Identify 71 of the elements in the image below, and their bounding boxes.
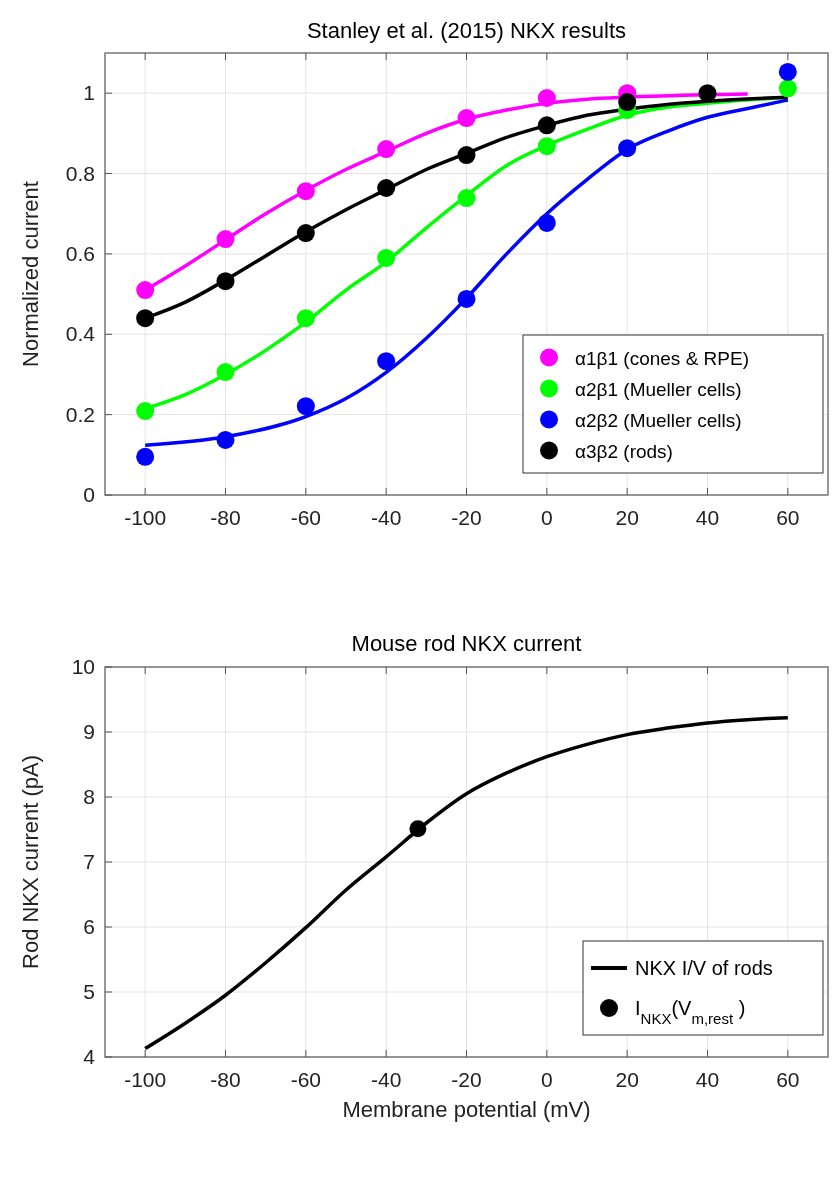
point: [537, 89, 556, 107]
x-tick-label: 20: [615, 506, 639, 529]
point: [537, 137, 556, 156]
legend-label: I$_{NKX}$(V$_{m,rest}$ ): [635, 997, 746, 1027]
point: [216, 230, 235, 249]
point: [457, 189, 476, 208]
y-tick-label: 8: [83, 785, 95, 808]
point: [296, 182, 315, 201]
point: [377, 352, 396, 371]
point: [216, 430, 235, 449]
y-tick-label: 6: [83, 915, 95, 938]
y-tick-label: 0.6: [65, 241, 95, 265]
point: [457, 109, 476, 128]
point: [618, 139, 637, 158]
legend-label: α2β2 (Mueller cells): [575, 409, 742, 431]
x-tick-label: -80: [210, 1068, 241, 1091]
point: [296, 309, 315, 328]
point: [296, 224, 315, 243]
y-tick-label: 10: [71, 655, 95, 678]
point: [618, 93, 637, 112]
x-tick-label: -60: [290, 1068, 322, 1091]
y-tick-label: 0: [83, 483, 95, 506]
legend-label: NKX I/V of rods: [635, 957, 773, 979]
y-tick-label: 0.8: [65, 161, 95, 185]
y-axis-title: Rod NKX current (pA): [18, 755, 43, 969]
point: [216, 363, 235, 382]
point: [136, 447, 155, 466]
y-axis-title: Normalized current: [18, 181, 43, 367]
point: [457, 289, 476, 308]
x-tick-label: 0: [540, 506, 553, 529]
legend-label: α1β1 (cones & RPE): [575, 347, 749, 369]
legend-label: α3β2 (rods): [575, 440, 673, 462]
x-tick-label: -80: [210, 506, 241, 529]
line-series: [143, 715, 790, 1051]
x-tick-label: 40: [695, 1068, 720, 1091]
point: [216, 272, 235, 291]
y-tick-label: 1: [83, 81, 95, 105]
x-tick-label: -20: [451, 1068, 482, 1091]
point: [377, 140, 396, 159]
point: [457, 146, 476, 165]
y-tick-label: 0.2: [65, 402, 95, 426]
y-tick-label: 7: [83, 850, 95, 873]
x-tick-label: -100: [124, 506, 167, 529]
x-tick-label: -60: [290, 506, 322, 529]
point: [537, 213, 556, 232]
point: [296, 397, 315, 416]
point: [778, 79, 797, 98]
point: [778, 62, 797, 81]
y-tick-label: 4: [83, 1045, 96, 1068]
x-tick-label: 20: [615, 1068, 639, 1091]
legend-label: α2β1 (Mueller cells): [575, 378, 742, 400]
x-tick-label: -100: [124, 1068, 167, 1091]
y-tick-label: 5: [83, 980, 95, 1003]
x-tick-label: 60: [776, 1068, 800, 1091]
point: [537, 116, 556, 135]
x-axis-title: Membrane potential (mV): [342, 1097, 591, 1122]
x-tick-label: 40: [695, 506, 720, 529]
x-tick-label: 0: [540, 1068, 553, 1091]
x-tick-label: -40: [370, 506, 402, 529]
x-tick-label: 60: [776, 506, 800, 529]
point: [136, 402, 155, 421]
point: [136, 309, 155, 328]
point: [377, 179, 396, 198]
point: [377, 248, 396, 267]
chart-title: Stanley et al. (2015) NKX results: [306, 18, 627, 43]
point: [136, 281, 155, 300]
x-tick-label: -40: [370, 1068, 402, 1091]
chart-title: Mouse rod NKX current: [351, 631, 582, 656]
x-tick-label: -20: [451, 506, 482, 529]
y-tick-label: 9: [83, 720, 95, 743]
y-tick-label: 0.4: [65, 322, 96, 346]
